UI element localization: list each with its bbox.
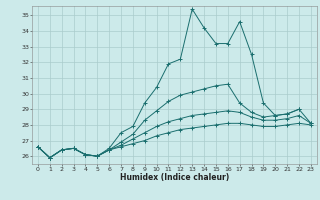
- X-axis label: Humidex (Indice chaleur): Humidex (Indice chaleur): [120, 173, 229, 182]
